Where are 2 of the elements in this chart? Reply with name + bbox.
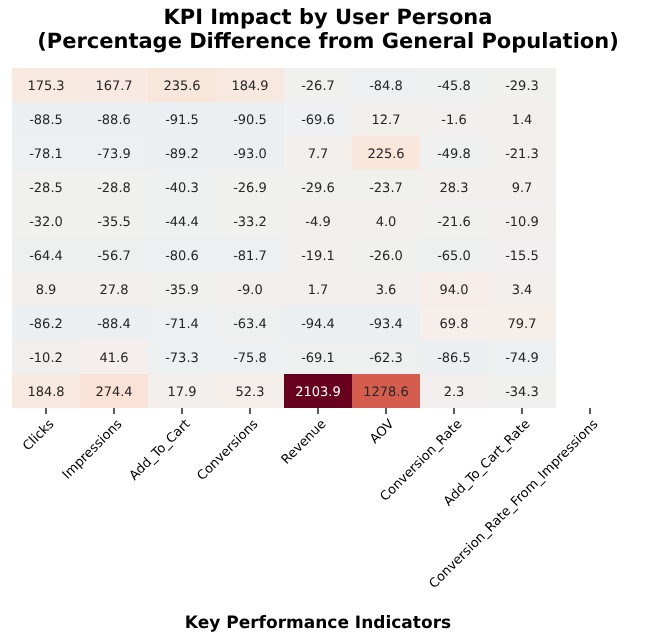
- chart-title: KPI Impact by User Persona (Percentage Difference from General Population): [37, 6, 619, 54]
- x-axis-title: Key Performance Indicators: [184, 614, 452, 634]
